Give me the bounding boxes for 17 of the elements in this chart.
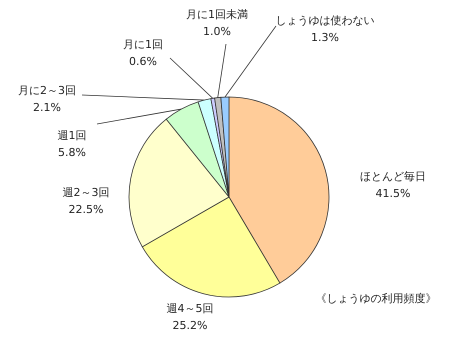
- slice-label: 月に1回未満: [186, 8, 248, 21]
- slice-label: 週4～5回: [166, 302, 214, 315]
- slice-label: 週2～3回: [62, 186, 110, 199]
- data-label: 1.0%: [203, 25, 231, 38]
- data-label: 22.5%: [68, 203, 104, 216]
- slice-label: ほとんど毎日: [360, 170, 426, 183]
- slice-label: 週1回: [58, 129, 86, 142]
- data-label: 2.1%: [33, 101, 61, 114]
- slice-label: 月に1回: [123, 38, 163, 51]
- text: 《しょうゆの利用頻度》: [316, 292, 436, 305]
- slice-label: 月に2～3回: [18, 84, 76, 97]
- slice-label: しょうゆは使わない: [276, 14, 374, 27]
- data-label: 41.5%: [376, 187, 410, 200]
- data-label: 5.8%: [58, 146, 86, 159]
- data-label: 1.3%: [311, 31, 339, 44]
- data-label: 25.2%: [172, 319, 208, 332]
- data-label: 0.6%: [129, 55, 157, 68]
